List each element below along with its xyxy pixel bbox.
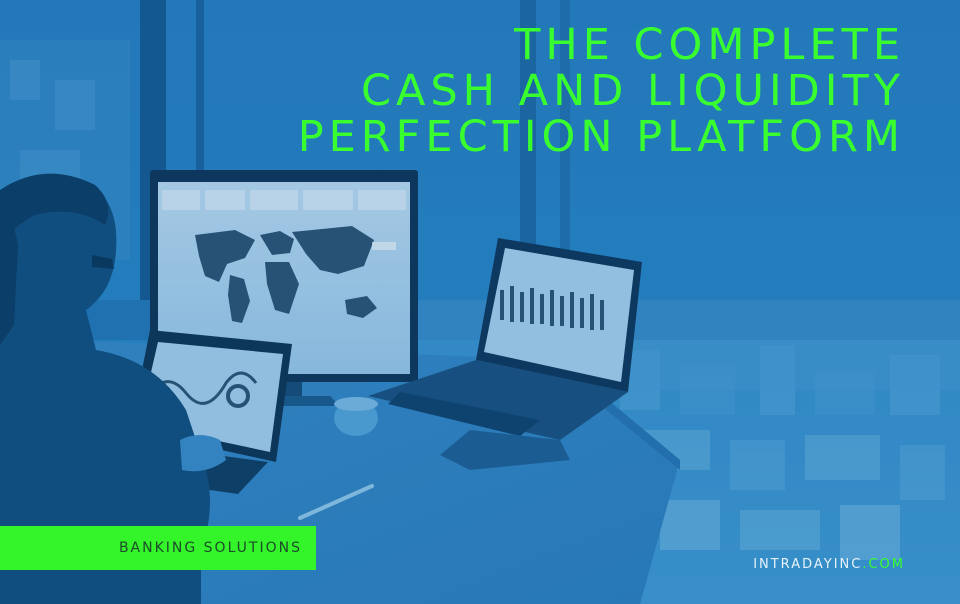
pencil bbox=[298, 484, 374, 520]
headline-line-1: THE COMPLETE bbox=[514, 20, 905, 70]
window-mullion bbox=[560, 0, 570, 300]
headline: THE COMPLETE CASH AND LIQUIDITY PERFECTI… bbox=[298, 22, 905, 160]
website-tld: .COM bbox=[862, 557, 905, 572]
laptop bbox=[368, 238, 642, 470]
headline-line-2: CASH AND LIQUIDITY bbox=[360, 66, 905, 116]
website-url[interactable]: INTRADAYINC.COM bbox=[753, 557, 905, 572]
window-mullion bbox=[520, 0, 536, 300]
person bbox=[0, 173, 226, 604]
window-mullion bbox=[196, 0, 204, 300]
category-badge-label: BANKING SOLUTIONS bbox=[118, 540, 302, 556]
desktop-monitor bbox=[150, 170, 418, 406]
headline-line-3: PERFECTION PLATFORM bbox=[297, 112, 905, 162]
website-domain: INTRADAYINC bbox=[753, 557, 863, 572]
category-badge: BANKING SOLUTIONS bbox=[0, 526, 316, 570]
